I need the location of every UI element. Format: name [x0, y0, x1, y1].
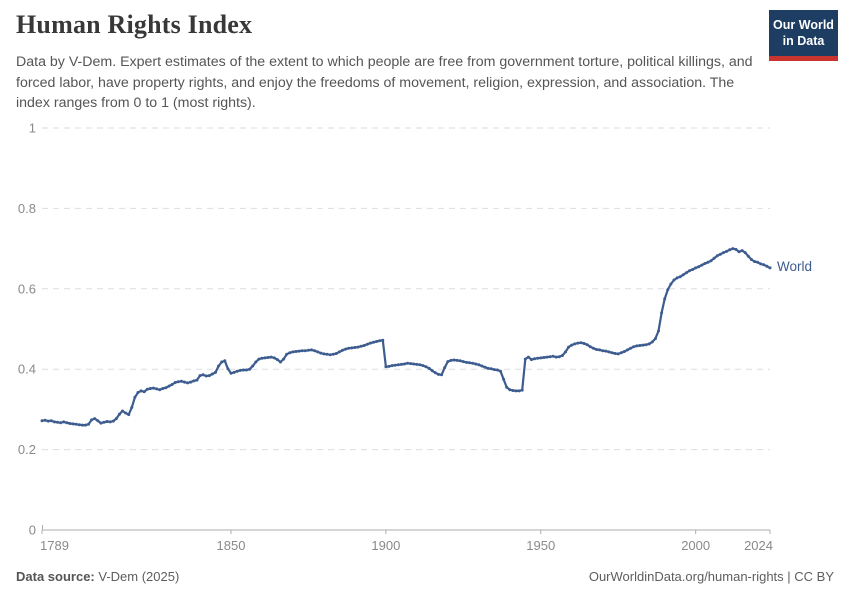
svg-text:1850: 1850 [217, 538, 246, 553]
credit-link[interactable]: OurWorldinData.org/human-rights | CC BY [588, 569, 834, 584]
svg-text:1900: 1900 [371, 538, 400, 553]
owid-logo-line2: in Data [782, 34, 825, 49]
svg-text:0.2: 0.2 [18, 442, 36, 457]
svg-text:0: 0 [29, 523, 36, 538]
data-source: Data source: V-Dem (2025) [16, 569, 179, 584]
svg-text:1789: 1789 [40, 538, 69, 553]
svg-text:0.4: 0.4 [18, 362, 36, 377]
page-title: Human Rights Index [16, 10, 253, 39]
svg-text:1950: 1950 [526, 538, 555, 553]
svg-text:0.6: 0.6 [18, 281, 36, 296]
chart-subtitle: Data by V-Dem. Expert estimates of the e… [16, 54, 753, 112]
svg-text:1: 1 [29, 121, 36, 136]
series-label-world: World [777, 258, 813, 274]
owid-logo[interactable]: Our World in Data [769, 10, 838, 61]
data-source-label: Data source: [16, 569, 95, 584]
owid-logo-line1: Our World [773, 18, 834, 32]
svg-text:2000: 2000 [681, 538, 710, 553]
data-source-value: V-Dem (2025) [98, 569, 180, 584]
svg-text:0.8: 0.8 [18, 201, 36, 216]
svg-text:2024: 2024 [744, 538, 773, 553]
